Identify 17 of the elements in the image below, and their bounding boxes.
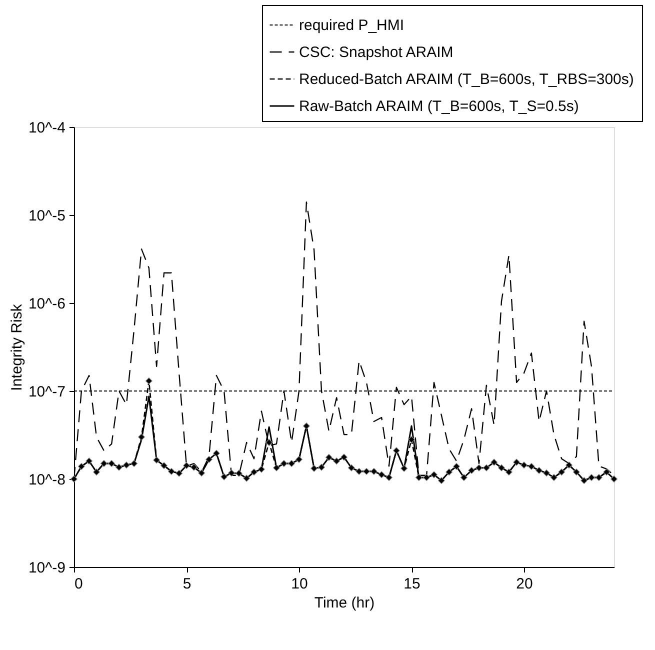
x-tick-label: 10 [291, 576, 308, 592]
x-tick-label: 0 [74, 576, 83, 592]
y-tick-label: 10^-8 [28, 472, 66, 488]
legend-label: required P_HMI [299, 17, 404, 34]
x-tick-label: 5 [182, 576, 192, 592]
legend-label: CSC: Snapshot ARAIM [299, 44, 454, 61]
y-tick-label: 10^-7 [28, 384, 66, 400]
x-tick-label: 20 [516, 576, 533, 592]
y-axis-title: Integrity Risk [8, 304, 26, 391]
legend-label: Reduced-Batch ARAIM (T_B=600s, T_RBS=300s) [299, 71, 634, 88]
x-tick-label: 15 [404, 576, 420, 592]
legend-label: Raw-Batch ARAIM (T_B=600s, T_S=0.5s) [299, 98, 579, 115]
y-tick-label: 10^-4 [28, 120, 66, 136]
x-axis-title: Time (hr) [314, 594, 375, 612]
y-tick-label: 10^-5 [28, 208, 66, 224]
y-tick-label: 10^-9 [28, 560, 66, 576]
y-tick-label: 10^-6 [28, 296, 66, 312]
